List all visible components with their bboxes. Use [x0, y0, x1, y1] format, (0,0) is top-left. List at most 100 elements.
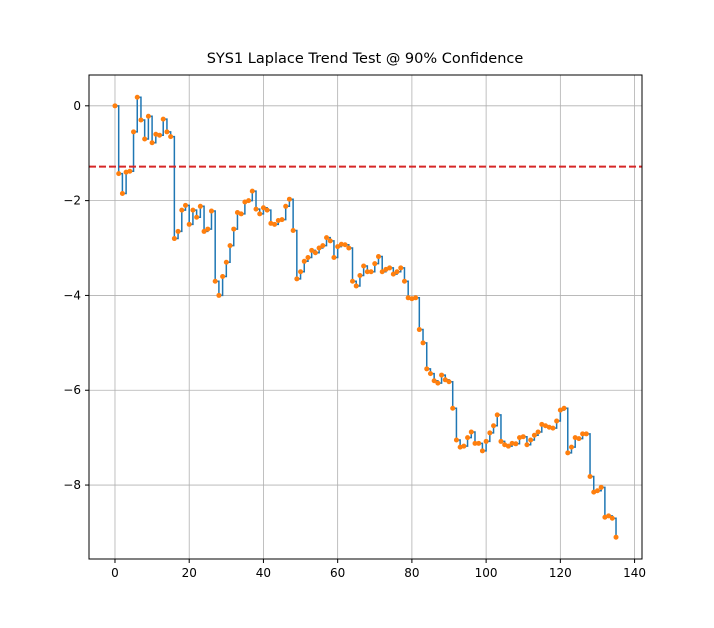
point	[565, 450, 571, 456]
point	[531, 432, 537, 438]
point	[283, 203, 289, 209]
point	[387, 265, 393, 271]
point	[606, 513, 612, 519]
point	[205, 226, 211, 232]
point	[468, 429, 474, 435]
point	[450, 405, 456, 411]
point	[439, 372, 445, 378]
point	[476, 440, 482, 446]
x-tick-label: 80	[404, 566, 419, 580]
point	[583, 431, 589, 437]
point	[446, 379, 452, 385]
point	[416, 327, 422, 333]
point	[253, 206, 259, 212]
point	[298, 269, 304, 275]
point	[350, 278, 356, 284]
point	[554, 418, 560, 424]
point	[420, 340, 426, 346]
point	[257, 211, 263, 217]
point	[231, 226, 237, 232]
point	[561, 405, 567, 411]
point	[491, 423, 497, 429]
point	[598, 484, 604, 490]
point	[331, 255, 337, 261]
point	[413, 295, 419, 301]
point	[372, 261, 378, 267]
point	[442, 377, 448, 383]
point	[609, 515, 615, 521]
point	[286, 196, 292, 202]
x-tick-label: 20	[182, 566, 197, 580]
point	[316, 245, 322, 251]
point	[127, 168, 133, 174]
point	[435, 380, 441, 386]
point	[220, 273, 226, 279]
point	[116, 171, 122, 177]
point	[131, 129, 137, 135]
x-tick-label: 120	[549, 566, 572, 580]
point	[216, 292, 222, 298]
plot-frame	[88, 74, 643, 560]
point	[194, 214, 200, 220]
point	[550, 425, 556, 431]
point	[279, 217, 285, 223]
point	[264, 207, 270, 213]
y-tick-label: −2	[63, 194, 81, 208]
point	[357, 273, 363, 279]
point	[494, 412, 500, 418]
point	[375, 254, 381, 260]
point	[361, 263, 367, 269]
point	[327, 238, 333, 244]
point	[335, 244, 341, 250]
point	[212, 278, 218, 284]
point	[498, 438, 504, 444]
point	[138, 117, 144, 123]
point	[505, 443, 511, 449]
point	[201, 228, 207, 234]
point	[149, 140, 155, 146]
point	[112, 103, 118, 109]
point	[368, 269, 374, 275]
step-line	[114, 96, 617, 538]
point	[613, 534, 619, 540]
point	[338, 241, 344, 247]
point	[472, 440, 478, 446]
point	[294, 276, 300, 282]
point	[513, 441, 519, 447]
point	[424, 366, 430, 372]
point	[179, 207, 185, 213]
x-tick-label: 40	[256, 566, 271, 580]
point	[568, 444, 574, 450]
point	[324, 235, 330, 241]
point	[309, 247, 315, 253]
point	[164, 129, 170, 135]
point	[134, 94, 140, 100]
y-tick-label: −6	[63, 383, 81, 397]
y-tick-label: 0	[73, 99, 81, 113]
point	[305, 255, 311, 261]
point	[175, 228, 181, 234]
point	[160, 116, 166, 122]
point	[197, 203, 203, 209]
point	[364, 269, 370, 275]
point	[342, 242, 348, 248]
point	[394, 269, 400, 275]
point	[576, 436, 582, 442]
point	[272, 221, 278, 227]
point	[557, 407, 563, 413]
point	[227, 243, 233, 249]
point	[509, 440, 515, 446]
point	[379, 269, 385, 275]
point	[320, 243, 326, 249]
x-tick-label: 140	[623, 566, 646, 580]
point	[401, 278, 407, 284]
point	[453, 437, 459, 443]
point	[208, 208, 214, 214]
chart-title: SYS1 Laplace Trend Test @ 90% Confidence	[207, 51, 524, 67]
point	[171, 236, 177, 242]
x-tick-label: 60	[330, 566, 345, 580]
point	[594, 488, 600, 494]
point	[157, 132, 163, 138]
point	[190, 207, 196, 213]
